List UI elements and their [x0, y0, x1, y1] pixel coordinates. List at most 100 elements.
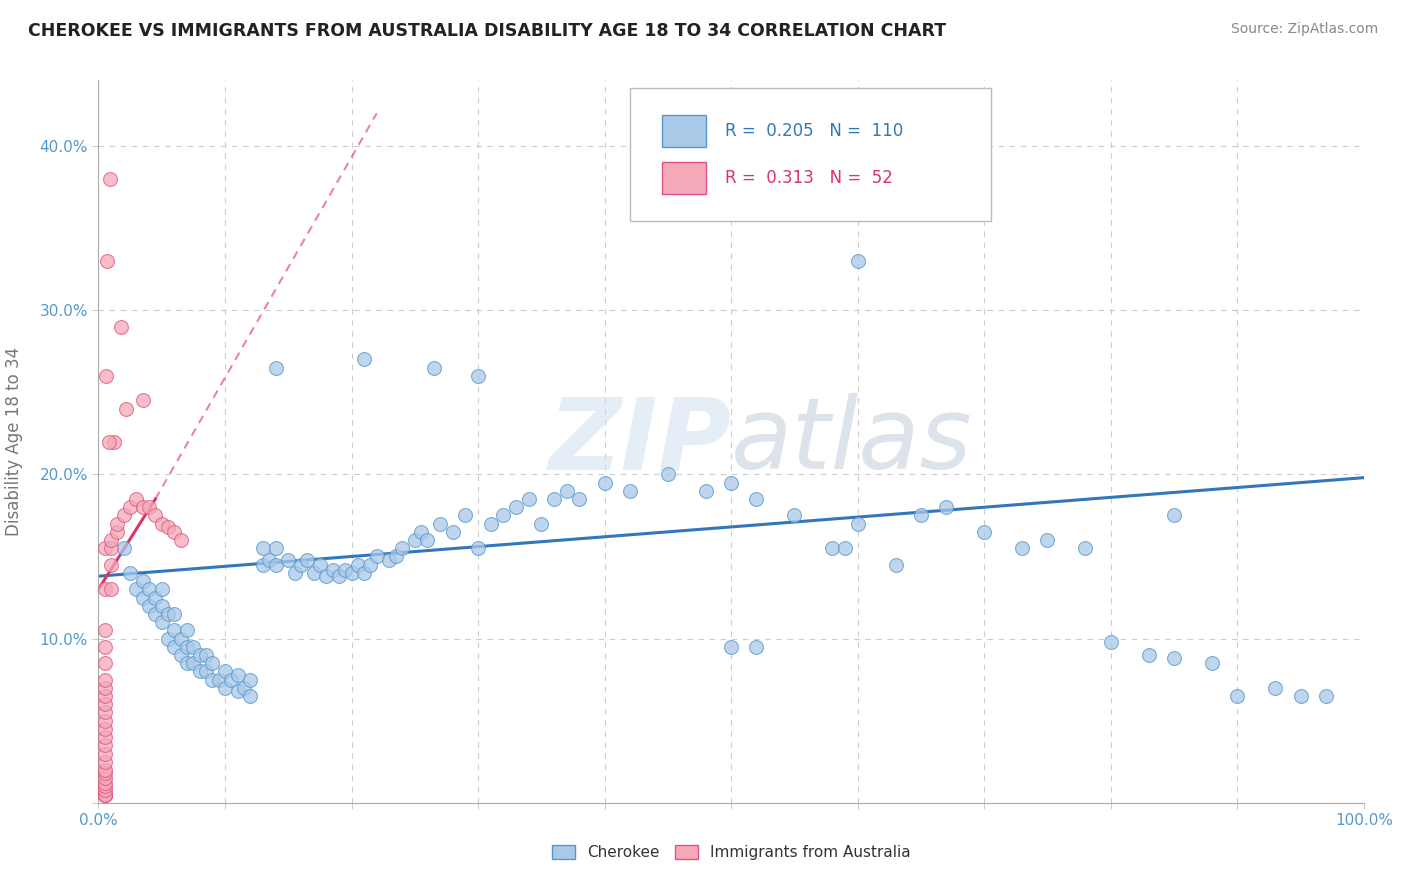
- Point: [100, 533, 122, 547]
- Point: [1011, 541, 1033, 556]
- Point: [93, 747, 117, 761]
- Point: [555, 483, 578, 498]
- Text: R =  0.313   N =  52: R = 0.313 N = 52: [725, 169, 893, 186]
- Point: [93, 706, 117, 720]
- Point: [169, 632, 191, 646]
- Point: [93, 689, 117, 703]
- Point: [157, 607, 180, 621]
- Point: [252, 558, 274, 572]
- Point: [98, 171, 121, 186]
- Point: [353, 352, 375, 367]
- Point: [145, 508, 166, 523]
- Text: ZIP: ZIP: [548, 393, 731, 490]
- Point: [745, 491, 768, 506]
- Point: [188, 665, 211, 679]
- Point: [169, 648, 191, 662]
- Point: [846, 253, 869, 268]
- Point: [543, 491, 565, 506]
- Point: [112, 541, 135, 556]
- Point: [176, 624, 198, 638]
- Point: [385, 549, 408, 564]
- Point: [411, 524, 433, 539]
- Point: [183, 657, 205, 671]
- Text: CHEROKEE VS IMMIGRANTS FROM AUSTRALIA DISABILITY AGE 18 TO 34 CORRELATION CHART: CHEROKEE VS IMMIGRANTS FROM AUSTRALIA DI…: [28, 22, 946, 40]
- Point: [517, 491, 540, 506]
- Point: [1099, 635, 1122, 649]
- Point: [391, 541, 413, 556]
- Point: [239, 689, 262, 703]
- Point: [138, 500, 160, 515]
- Point: [93, 640, 117, 654]
- Point: [112, 508, 135, 523]
- Point: [93, 766, 117, 780]
- Point: [100, 558, 122, 572]
- Point: [150, 615, 173, 630]
- Point: [138, 599, 160, 613]
- Point: [404, 533, 426, 547]
- Point: [1264, 681, 1286, 695]
- Point: [132, 393, 155, 408]
- Point: [619, 483, 641, 498]
- Point: [441, 524, 464, 539]
- Point: [107, 524, 129, 539]
- Point: [239, 673, 262, 687]
- Point: [479, 516, 502, 531]
- Point: [183, 640, 205, 654]
- Point: [150, 582, 173, 597]
- Point: [163, 624, 186, 638]
- Point: [264, 558, 287, 572]
- Point: [302, 566, 325, 580]
- Point: [93, 788, 117, 802]
- Point: [176, 657, 198, 671]
- Point: [1289, 689, 1312, 703]
- Point: [454, 508, 477, 523]
- Point: [214, 681, 236, 695]
- Point: [745, 640, 768, 654]
- Point: [219, 673, 243, 687]
- Point: [100, 541, 122, 556]
- Point: [93, 698, 117, 712]
- Point: [353, 566, 375, 580]
- Text: Source: ZipAtlas.com: Source: ZipAtlas.com: [1230, 22, 1378, 37]
- Point: [720, 640, 742, 654]
- Point: [125, 582, 148, 597]
- Point: [145, 591, 166, 605]
- Point: [93, 582, 117, 597]
- Point: [93, 782, 117, 797]
- Point: [93, 624, 117, 638]
- Point: [309, 558, 332, 572]
- Point: [96, 253, 118, 268]
- FancyBboxPatch shape: [661, 161, 706, 194]
- Point: [321, 563, 344, 577]
- Point: [429, 516, 451, 531]
- Point: [264, 360, 287, 375]
- Point: [110, 319, 132, 334]
- Point: [328, 569, 350, 583]
- Point: [194, 648, 218, 662]
- Point: [422, 360, 444, 375]
- Point: [93, 788, 117, 802]
- Point: [150, 599, 173, 613]
- Point: [821, 541, 844, 556]
- Point: [157, 520, 180, 534]
- Point: [93, 771, 117, 785]
- Point: [150, 516, 173, 531]
- Point: [252, 541, 274, 556]
- Point: [107, 516, 129, 531]
- Point: [973, 524, 995, 539]
- Point: [163, 640, 186, 654]
- Point: [93, 714, 117, 728]
- Point: [1201, 657, 1223, 671]
- Point: [657, 467, 679, 482]
- Point: [93, 681, 117, 695]
- Point: [132, 574, 155, 588]
- Point: [93, 763, 117, 777]
- Point: [93, 755, 117, 769]
- Point: [93, 657, 117, 671]
- Point: [100, 582, 122, 597]
- Point: [120, 566, 141, 580]
- Point: [340, 566, 363, 580]
- Point: [132, 591, 155, 605]
- Point: [233, 681, 256, 695]
- Point: [846, 516, 869, 531]
